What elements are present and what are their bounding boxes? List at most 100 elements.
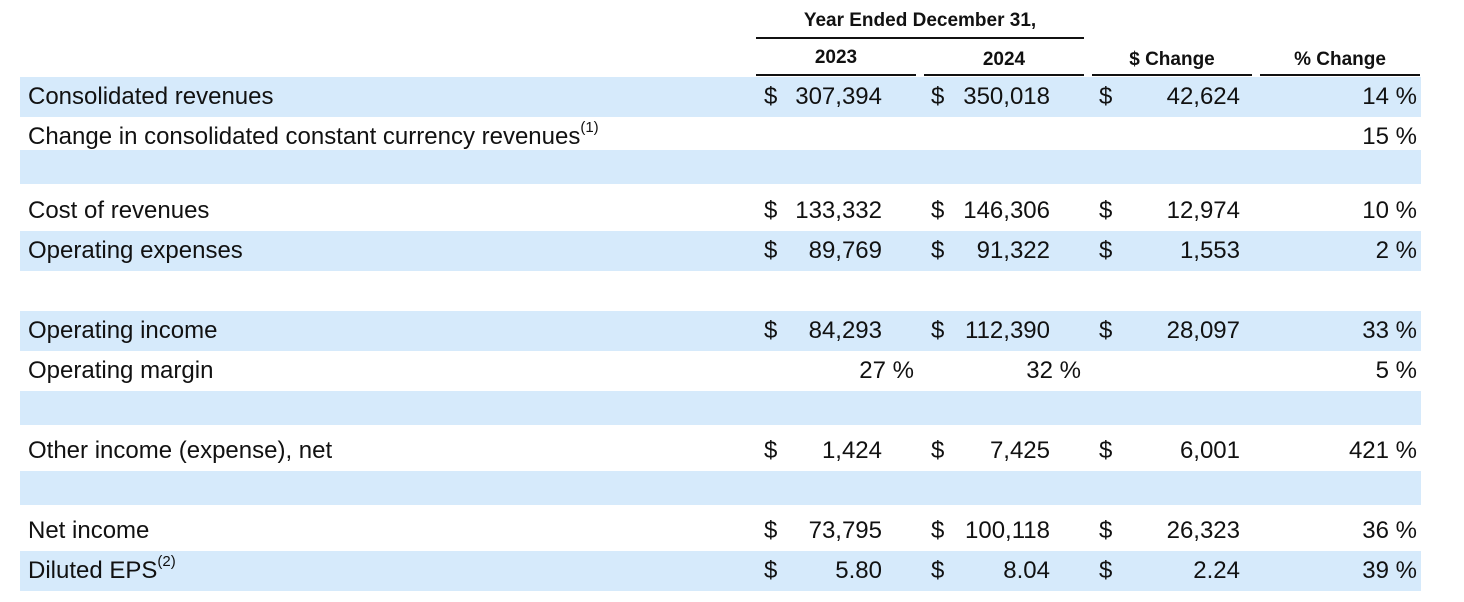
cell-v2024 — [951, 391, 1050, 431]
cell-v2023: 1,424 — [821, 437, 882, 464]
row-label: Consolidated revenues — [28, 77, 274, 117]
cell-d2 — [931, 351, 951, 391]
cell-v2024 — [951, 471, 1050, 511]
table-row: Operating expenses $89,769 $91,322 $1,553 2 … — [20, 231, 1421, 271]
cell-d2 — [931, 271, 951, 311]
cell-d1: $ — [764, 517, 778, 544]
cell-d2: $ — [931, 557, 945, 584]
cell-pct — [1260, 150, 1417, 190]
cell-d3: $ — [1099, 437, 1113, 464]
cell-d3: $ — [1099, 237, 1113, 264]
cell-pct — [1260, 471, 1417, 511]
cell-v2024: 146,306 — [963, 197, 1050, 224]
cell-d3 — [1099, 391, 1119, 431]
column-header-2023-rule — [756, 74, 916, 76]
row-label: Operating income — [28, 311, 217, 351]
row-label: Other income (expense), net — [28, 431, 332, 471]
table-row: Cost of revenues $133,332 $146,306 $12,974 1… — [20, 191, 1421, 231]
footnote-marker: (2) — [157, 553, 176, 570]
cell-v2023: 89,769 — [808, 237, 882, 264]
cell-d3 — [1099, 150, 1119, 190]
row-label-text: Change in consolidated constant currency… — [28, 123, 581, 150]
period-header-rule — [756, 37, 1084, 39]
cell-d1: $ — [764, 197, 778, 224]
cell-change: 28,097 — [1166, 317, 1240, 344]
table-spacer-row — [20, 471, 1421, 505]
cell-d2: $ — [931, 517, 945, 544]
table-spacer-row — [20, 271, 1421, 305]
cell-v2024: 32 % — [1026, 357, 1081, 384]
cell-pct — [1260, 391, 1417, 431]
cell-v2023: 133,332 — [795, 197, 882, 224]
cell-v2023: 84,293 — [808, 317, 882, 344]
row-label: Cost of revenues — [28, 191, 209, 231]
cell-d2 — [931, 150, 951, 190]
table-row: Operating margin 27 % 32 % 5 % — [20, 351, 1421, 391]
cell-d2: $ — [931, 237, 945, 264]
cell-d1 — [764, 271, 784, 311]
cell-d1: $ — [764, 83, 778, 110]
table-row: Operating income $84,293 $112,390 $28,097 33… — [20, 311, 1421, 351]
cell-v2023: 73,795 — [808, 517, 882, 544]
cell-d3 — [1099, 351, 1119, 391]
column-header-2024-rule — [924, 74, 1084, 76]
cell-v2023 — [784, 471, 882, 511]
footnote-marker: (1) — [580, 119, 599, 136]
cell-v2023 — [784, 391, 882, 431]
cell-v2024 — [951, 150, 1050, 190]
cell-pct: 39 % — [1362, 557, 1417, 584]
cell-d3: $ — [1099, 557, 1113, 584]
cell-d1: $ — [764, 557, 778, 584]
cell-d3 — [1099, 471, 1119, 511]
row-label: Diluted EPS(2) — [28, 551, 176, 591]
cell-d3: $ — [1099, 317, 1113, 344]
cell-d1: $ — [764, 317, 778, 344]
cell-change — [1119, 391, 1240, 431]
cell-change — [1119, 271, 1240, 311]
cell-d3: $ — [1099, 197, 1113, 224]
table-row: Consolidated revenues $307,394 $350,018 $42… — [20, 77, 1421, 117]
cell-d3: $ — [1099, 83, 1113, 110]
row-label-text: Operating income — [28, 317, 218, 344]
column-header-percent-change-rule — [1260, 74, 1420, 76]
cell-pct: 36 % — [1362, 517, 1417, 544]
cell-d1 — [764, 391, 784, 431]
cell-d1: $ — [764, 237, 778, 264]
cell-pct: 2 % — [1375, 237, 1417, 264]
column-header-dollar-change-rule — [1092, 74, 1252, 76]
cell-v2024 — [951, 271, 1050, 311]
cell-v2023 — [784, 150, 882, 190]
cell-d2 — [931, 391, 951, 431]
cell-pct: 15 % — [1362, 123, 1417, 150]
cell-change: 6,001 — [1179, 437, 1240, 464]
cell-d2: $ — [931, 197, 945, 224]
cell-pct — [1260, 271, 1417, 311]
column-header-2024: 2024 — [982, 49, 1026, 70]
cell-pct: 10 % — [1362, 197, 1417, 224]
cell-d2: $ — [931, 317, 945, 344]
cell-d2: $ — [931, 83, 945, 110]
cell-d3 — [1099, 271, 1119, 311]
cell-v2023: 307,394 — [795, 83, 882, 110]
cell-v2024: 350,018 — [963, 83, 1050, 110]
column-header-2023: 2023 — [814, 47, 858, 68]
column-header-percent-change: % Change — [1294, 49, 1386, 70]
cell-change: 2.24 — [1193, 557, 1240, 584]
cell-v2024: 112,390 — [965, 317, 1050, 344]
table-row: Net income $73,795 $100,118 $26,323 36 % — [20, 511, 1421, 551]
cell-pct: 33 % — [1362, 317, 1417, 344]
row-label: Change in consolidated constant currency… — [28, 117, 599, 157]
table-spacer-row — [20, 150, 1421, 184]
cell-change — [1119, 351, 1240, 391]
cell-v2024: 91,322 — [976, 237, 1050, 264]
table-row: Other income (expense), net $1,424 $7,425 $… — [20, 431, 1421, 471]
cell-d1 — [764, 150, 784, 190]
column-header-dollar-change: $ Change — [1129, 49, 1215, 70]
cell-d1 — [764, 351, 784, 391]
cell-d3: $ — [1099, 517, 1113, 544]
cell-v2023 — [784, 271, 882, 311]
table-spacer-row — [20, 391, 1421, 425]
cell-pct: 14 % — [1362, 83, 1417, 110]
row-label-text: Operating expenses — [28, 237, 243, 264]
row-label-text: Operating margin — [28, 357, 214, 384]
